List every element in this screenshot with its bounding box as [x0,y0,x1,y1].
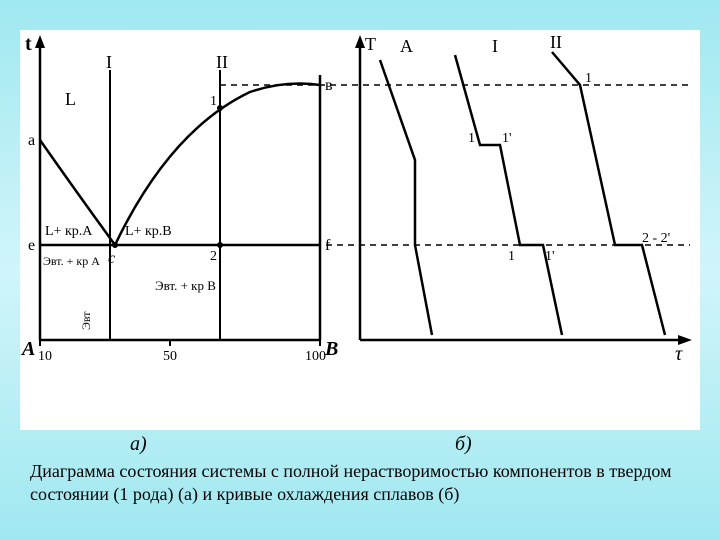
axis-tau-label: τ [675,343,683,365]
left-phase-diagram: t A B 10 50 100 I II L a e c в f 1 2 L+ … [20,33,338,364]
region-LplusA: L+ кр.A [45,224,93,239]
point-1: 1 [210,94,217,109]
axis-T-label: T [365,34,376,54]
line-II-label: II [216,52,228,72]
point-2: 2 [210,249,217,264]
curveII-pt22: 2 - 2' [642,231,670,246]
curve-A [380,60,432,335]
axis-t-label: t [25,33,32,55]
region-Evt-vert: Эвт [79,311,93,330]
curve-II-label: II [550,32,562,52]
figure-caption: Диаграмма состояния системы с полной нер… [30,460,690,507]
curveI-pt1pb: 1' [545,249,555,264]
right-cooling-curves: T τ A I 1 1' 1 1' II 1 2 - 2' [355,32,692,365]
diagram-container: t A B 10 50 100 I II L a e c в f 1 2 L+ … [20,30,700,430]
xtick-100: 100 [305,349,326,364]
region-LplusB: L+ кр.B [125,224,172,239]
curveI-pt1b: 1 [508,249,515,264]
curve-I-label: I [492,36,498,56]
curve-II [552,52,665,335]
curveII-pt1: 1 [585,71,592,86]
region-EvtA: Эвт. + кр A [43,254,100,268]
curve-A-label: A [400,36,413,56]
sublabel-a: а) [130,433,147,456]
axis-A-label: A [20,338,35,360]
xtick-10: 10 [38,349,52,364]
curveI-pt1p: 1' [502,131,512,146]
curve-I [455,55,562,335]
region-EvtB: Эвт. + кр B [155,278,216,293]
curveI-pt1: 1 [468,131,475,146]
point-c: c [108,250,115,267]
phase-and-cooling-svg: t A B 10 50 100 I II L a e c в f 1 2 L+ … [20,30,700,430]
point-a: a [28,132,35,149]
region-L: L [65,89,76,109]
line-I-label: I [106,52,112,72]
point-e: e [28,237,35,254]
xtick-50: 50 [163,349,177,364]
axis-B-label: B [324,338,338,360]
sublabel-b: б) [455,433,472,456]
